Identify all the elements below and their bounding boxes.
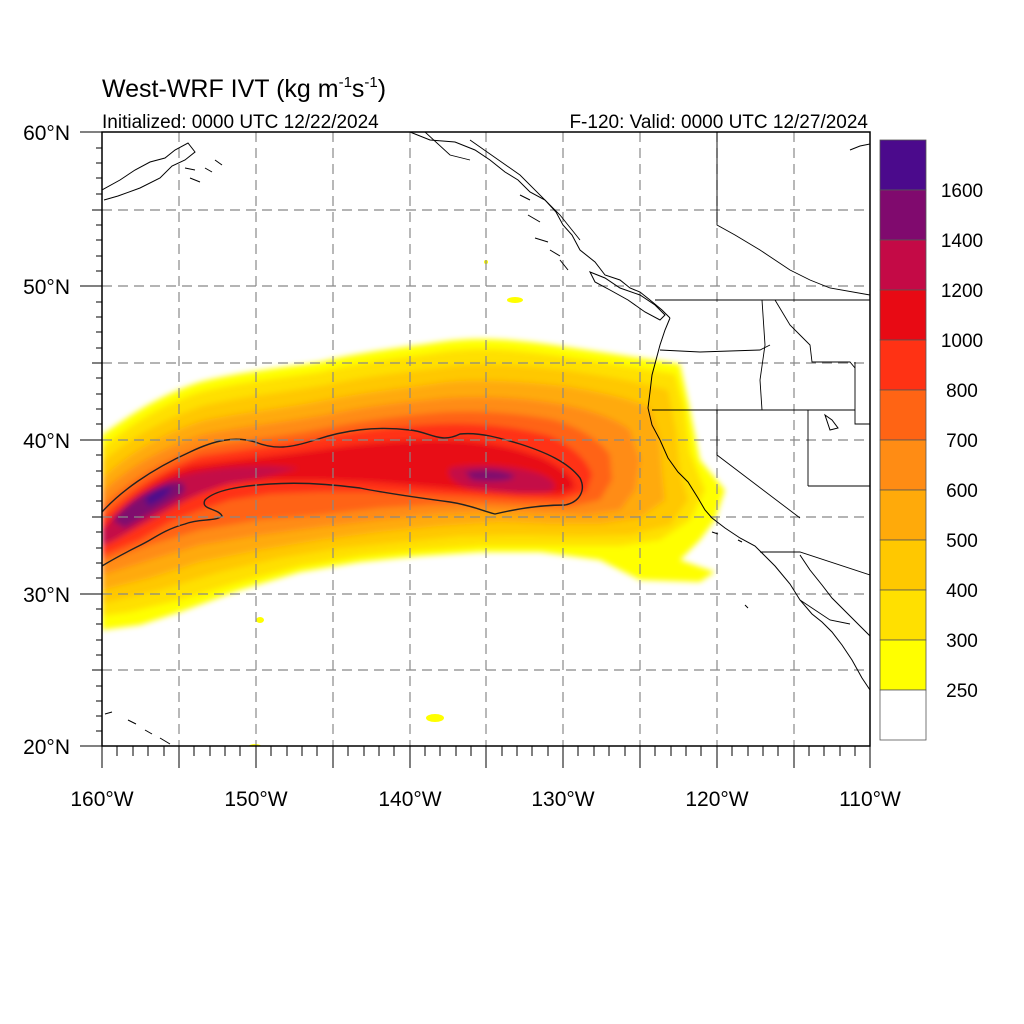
colorbar-swatch bbox=[879, 339, 927, 391]
colorbar-label: 250 bbox=[946, 681, 978, 702]
lon-label: 110°W bbox=[839, 788, 901, 811]
colorbar-swatch bbox=[879, 689, 927, 741]
north-coast bbox=[409, 132, 671, 319]
colorbar-label: 400 bbox=[946, 581, 978, 602]
lat-label: 30°N bbox=[23, 584, 70, 607]
colorbar-label: 800 bbox=[946, 381, 978, 402]
colorbar-swatch bbox=[879, 439, 927, 491]
alaska-islands bbox=[184, 159, 223, 183]
ivt-1000 bbox=[102, 440, 575, 545]
tick-marks bbox=[80, 131, 871, 768]
colorbar-label: 600 bbox=[946, 481, 978, 502]
colorbar-swatch bbox=[879, 289, 927, 341]
plot-area bbox=[102, 132, 870, 746]
colorbar-label: 700 bbox=[946, 431, 978, 452]
lon-label: 130°W bbox=[531, 788, 594, 811]
colorbar-swatch bbox=[879, 489, 927, 541]
valid-time-label: F-120: Valid: 0000 UTC 12/27/2024 bbox=[569, 112, 868, 133]
colorbar-swatch bbox=[879, 139, 927, 191]
colorbar-swatch bbox=[879, 389, 927, 441]
graticule bbox=[102, 132, 870, 746]
colorbar-label: 1000 bbox=[941, 331, 983, 352]
colorbar: 1600 1400 1200 1000 800 700 600 500 400 300 250 bbox=[879, 139, 983, 741]
ivt-patches bbox=[249, 260, 523, 746]
alaska-coast bbox=[102, 142, 196, 201]
mexico-border bbox=[760, 551, 870, 576]
baja-east bbox=[799, 554, 870, 637]
colorbar-swatch bbox=[879, 539, 927, 591]
ivt-shading bbox=[102, 339, 725, 630]
alaska-ne bbox=[849, 143, 870, 151]
lat-label: 60°N bbox=[23, 122, 70, 145]
hawaii bbox=[104, 711, 171, 745]
colorbar-swatch bbox=[879, 639, 927, 691]
bc-alaska bbox=[469, 139, 581, 241]
channel-islands bbox=[711, 531, 749, 609]
colorbar-label: 500 bbox=[946, 531, 978, 552]
map-title: West-WRF IVT (kg m-1s-1) bbox=[102, 74, 386, 103]
colorbar-label: 1200 bbox=[941, 281, 983, 302]
lat-label: 50°N bbox=[23, 276, 70, 299]
lon-label: 120°W bbox=[685, 788, 748, 811]
lat-label: 20°N bbox=[23, 736, 70, 759]
se-alaska-islands bbox=[519, 194, 569, 271]
vancouver-island bbox=[588, 271, 666, 321]
ivt-1600 bbox=[145, 487, 172, 506]
idaho-montana bbox=[774, 299, 856, 369]
colorbar-label: 1600 bbox=[941, 181, 983, 202]
state-boundaries bbox=[424, 132, 870, 625]
lon-label: 160°W bbox=[70, 788, 133, 811]
alaska-boundary bbox=[424, 132, 471, 161]
ivt-1000-contour bbox=[102, 427, 583, 567]
lat-labels: 60°N 50°N 40°N 30°N 20°N bbox=[23, 122, 70, 759]
canada-east bbox=[716, 132, 870, 296]
lat-label: 40°N bbox=[23, 430, 70, 453]
colorbar-label: 300 bbox=[946, 631, 978, 652]
colorbar-swatch bbox=[879, 589, 927, 641]
colorbar-label: 1400 bbox=[941, 231, 983, 252]
great-salt-lake bbox=[824, 413, 839, 431]
colorbar-swatch bbox=[879, 239, 927, 291]
coastlines bbox=[102, 132, 870, 745]
az-mex bbox=[799, 599, 851, 625]
west-coast bbox=[647, 317, 870, 691]
colorado bbox=[854, 362, 870, 425]
init-time-label: Initialized: 0000 UTC 12/22/2024 bbox=[102, 112, 379, 133]
colorbar-swatch bbox=[879, 189, 927, 241]
idaho-west bbox=[759, 299, 766, 411]
lon-label: 140°W bbox=[378, 788, 441, 811]
lon-label: 150°W bbox=[224, 788, 287, 811]
lon-labels: 160°W 150°W 140°W 130°W 120°W 110°W bbox=[70, 788, 901, 811]
ca-nv-diag bbox=[716, 410, 801, 519]
ivt-1400-east bbox=[465, 469, 515, 482]
